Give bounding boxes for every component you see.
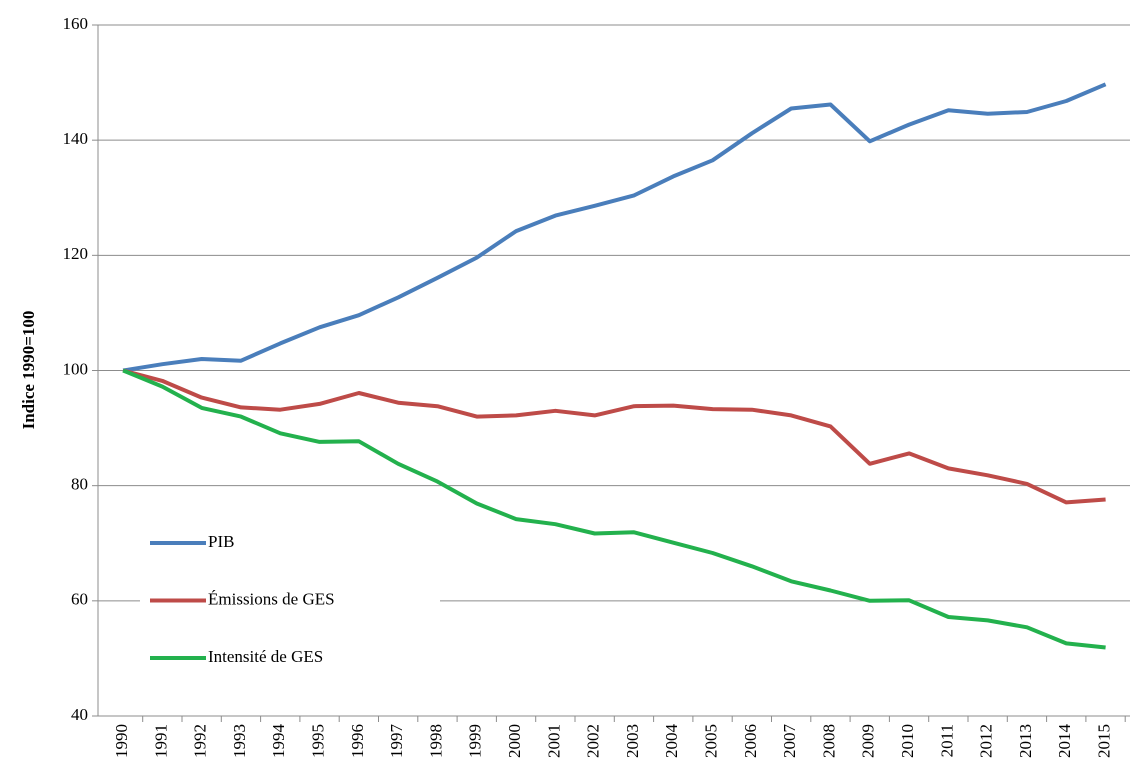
x-tick-label: 2006 [741, 724, 760, 758]
y-tick-label: 80 [71, 475, 88, 494]
x-tick-label: 1990 [112, 724, 131, 758]
x-tick-label: 2003 [623, 724, 642, 758]
x-tick-label: 2005 [701, 724, 720, 758]
x-tick-label: 2002 [584, 724, 603, 758]
legend-label: Émissions de GES [208, 589, 335, 608]
y-axis-label: Indice 1990=100 [19, 311, 38, 430]
x-tick-label: 2007 [780, 724, 799, 759]
x-tick-label: 2004 [662, 724, 681, 759]
y-tick-label: 100 [63, 359, 89, 378]
x-tick-label: 2000 [505, 724, 524, 758]
x-tick-label: 1992 [191, 724, 210, 758]
x-tick-label: 2008 [819, 724, 838, 758]
x-tick-label: 2015 [1094, 724, 1113, 758]
y-tick-label: 40 [71, 705, 88, 724]
x-tick-label: 1999 [466, 724, 485, 758]
legend-label: Intensité de GES [208, 647, 323, 666]
x-tick-label: 1997 [387, 724, 406, 759]
x-tick-label: 1998 [426, 724, 445, 758]
x-tick-label: 2012 [977, 724, 996, 758]
y-tick-label: 160 [63, 14, 89, 33]
x-tick-label: 2014 [1055, 724, 1074, 759]
y-tick-label: 60 [71, 590, 88, 609]
x-tick-label: 2013 [1016, 724, 1035, 758]
x-tick-label: 1991 [151, 724, 170, 758]
x-tick-label: 1993 [230, 724, 249, 758]
x-tick-label: 2001 [544, 724, 563, 758]
y-tick-label: 140 [63, 129, 89, 148]
series-line [122, 368, 1106, 505]
x-tick-label: 1996 [348, 724, 367, 758]
y-tick-label: 120 [63, 244, 89, 263]
legend-label: PIB [208, 532, 234, 551]
x-tick-label: 2009 [859, 724, 878, 758]
x-tick-label: 2011 [937, 724, 956, 757]
x-tick-label: 1994 [269, 724, 288, 759]
series-line [122, 368, 1106, 650]
series-line [122, 82, 1107, 373]
x-tick-label: 2010 [898, 724, 917, 758]
x-tick-label: 1995 [308, 724, 327, 758]
